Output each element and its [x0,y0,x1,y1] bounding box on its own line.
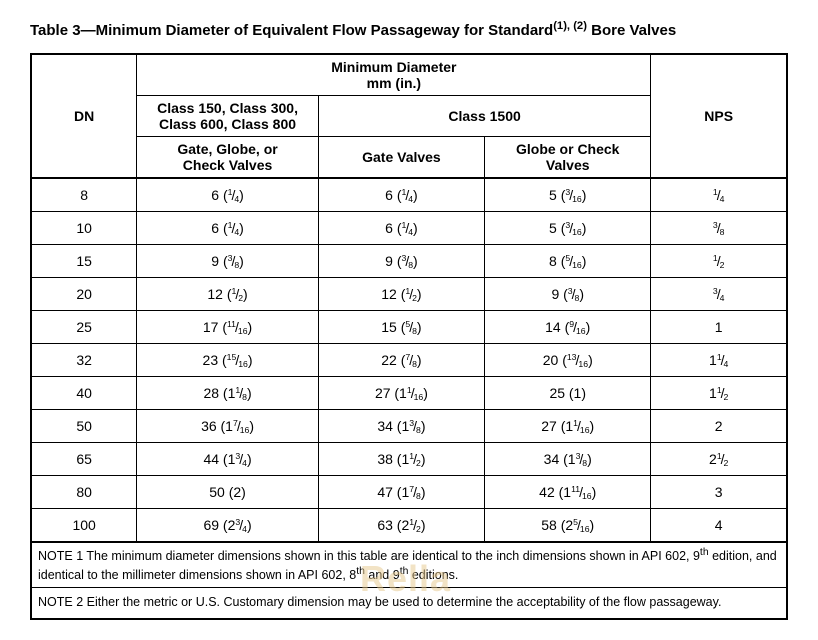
cell-c: 5 (3/16) [485,178,651,212]
table-row: 106 (1/4)6 (1/4)5 (3/16)3/8 [31,212,787,245]
cell-nps: 11/2 [651,377,787,410]
table-row: 86 (1/4)6 (1/4)5 (3/16)1/4 [31,178,787,212]
cell-c: 58 (25/16) [485,509,651,543]
cell-a: 17 (11/16) [137,311,318,344]
cell-a: 23 (15/16) [137,344,318,377]
title-sup: (1), (2) [553,20,587,32]
header-min-dia: Minimum Diameter mm (in.) [137,54,651,96]
table-row: 10069 (23/4)63 (21/2)58 (25/16)4 [31,509,787,543]
cell-a: 69 (23/4) [137,509,318,543]
cell-nps: 1/2 [651,245,787,278]
bore-valve-table: DN Minimum Diameter mm (in.) NPS Class 1… [30,53,788,620]
table-row: 2517 (11/16)15 (5/8)14 (9/16)1 [31,311,787,344]
cell-a: 6 (1/4) [137,178,318,212]
table-row: 3223 (15/16)22 (7/8)20 (13/16)11/4 [31,344,787,377]
cell-b: 63 (21/2) [318,509,484,543]
cell-c: 34 (13/8) [485,443,651,476]
cell-b: 47 (17/8) [318,476,484,509]
title-suffix: Bore Valves [587,22,676,39]
cell-nps: 21/2 [651,443,787,476]
cell-a: 9 (3/8) [137,245,318,278]
header-class-1500: Class 1500 [318,96,651,137]
table-row: 159 (3/8)9 (3/8)8 (5/16)1/2 [31,245,787,278]
cell-a: 28 (11/8) [137,377,318,410]
header-nps: NPS [651,54,787,178]
cell-b: 12 (1/2) [318,278,484,311]
cell-b: 15 (5/8) [318,311,484,344]
cell-nps: 3 [651,476,787,509]
cell-dn: 10 [31,212,137,245]
cell-c: 27 (11/16) [485,410,651,443]
table-row: 6544 (13/4)38 (11/2)34 (13/8)21/2 [31,443,787,476]
cell-b: 27 (11/16) [318,377,484,410]
cell-c: 8 (5/16) [485,245,651,278]
table-row: 4028 (11/8)27 (11/16)25 (1)11/2 [31,377,787,410]
table-wrap: Rella DN Minimum Diameter mm (in.) NPS C… [30,53,788,620]
header-sub-b: Gate Valves [318,137,484,179]
cell-nps: 3/8 [651,212,787,245]
cell-nps: 4 [651,509,787,543]
cell-b: 6 (1/4) [318,178,484,212]
cell-c: 25 (1) [485,377,651,410]
cell-nps: 11/4 [651,344,787,377]
header-sub-c: Globe or Check Valves [485,137,651,179]
cell-dn: 80 [31,476,137,509]
cell-c: 9 (3/8) [485,278,651,311]
cell-dn: 20 [31,278,137,311]
note-2: NOTE 2 Either the metric or U.S. Customa… [31,587,787,619]
table-title: Table 3—Minimum Diameter of Equivalent F… [30,20,788,39]
table-row: 8050 (2)47 (17/8)42 (111/16)3 [31,476,787,509]
cell-nps: 1/4 [651,178,787,212]
cell-nps: 3/4 [651,278,787,311]
cell-nps: 2 [651,410,787,443]
table-notes: NOTE 1 The minimum diameter dimensions s… [31,542,787,619]
cell-dn: 50 [31,410,137,443]
cell-c: 14 (9/16) [485,311,651,344]
cell-dn: 32 [31,344,137,377]
cell-c: 42 (111/16) [485,476,651,509]
cell-b: 6 (1/4) [318,212,484,245]
cell-dn: 25 [31,311,137,344]
header-sub-a: Gate, Globe, or Check Valves [137,137,318,179]
title-prefix: Table 3—Minimum Diameter of Equivalent F… [30,22,553,39]
cell-b: 22 (7/8) [318,344,484,377]
cell-dn: 8 [31,178,137,212]
cell-c: 20 (13/16) [485,344,651,377]
table-row: 2012 (1/2)12 (1/2)9 (3/8)3/4 [31,278,787,311]
header-class-a: Class 150, Class 300, Class 600, Class 8… [137,96,318,137]
cell-a: 12 (1/2) [137,278,318,311]
cell-b: 34 (13/8) [318,410,484,443]
cell-b: 38 (11/2) [318,443,484,476]
cell-dn: 100 [31,509,137,543]
cell-a: 50 (2) [137,476,318,509]
note-1: NOTE 1 The minimum diameter dimensions s… [31,542,787,587]
cell-c: 5 (3/16) [485,212,651,245]
cell-nps: 1 [651,311,787,344]
cell-a: 44 (13/4) [137,443,318,476]
cell-dn: 40 [31,377,137,410]
table-head: DN Minimum Diameter mm (in.) NPS Class 1… [31,54,787,178]
cell-a: 6 (1/4) [137,212,318,245]
cell-b: 9 (3/8) [318,245,484,278]
header-dn: DN [31,54,137,178]
table-body: 86 (1/4)6 (1/4)5 (3/16)1/4106 (1/4)6 (1/… [31,178,787,542]
cell-a: 36 (17/16) [137,410,318,443]
cell-dn: 15 [31,245,137,278]
table-row: 5036 (17/16)34 (13/8)27 (11/16)2 [31,410,787,443]
cell-dn: 65 [31,443,137,476]
